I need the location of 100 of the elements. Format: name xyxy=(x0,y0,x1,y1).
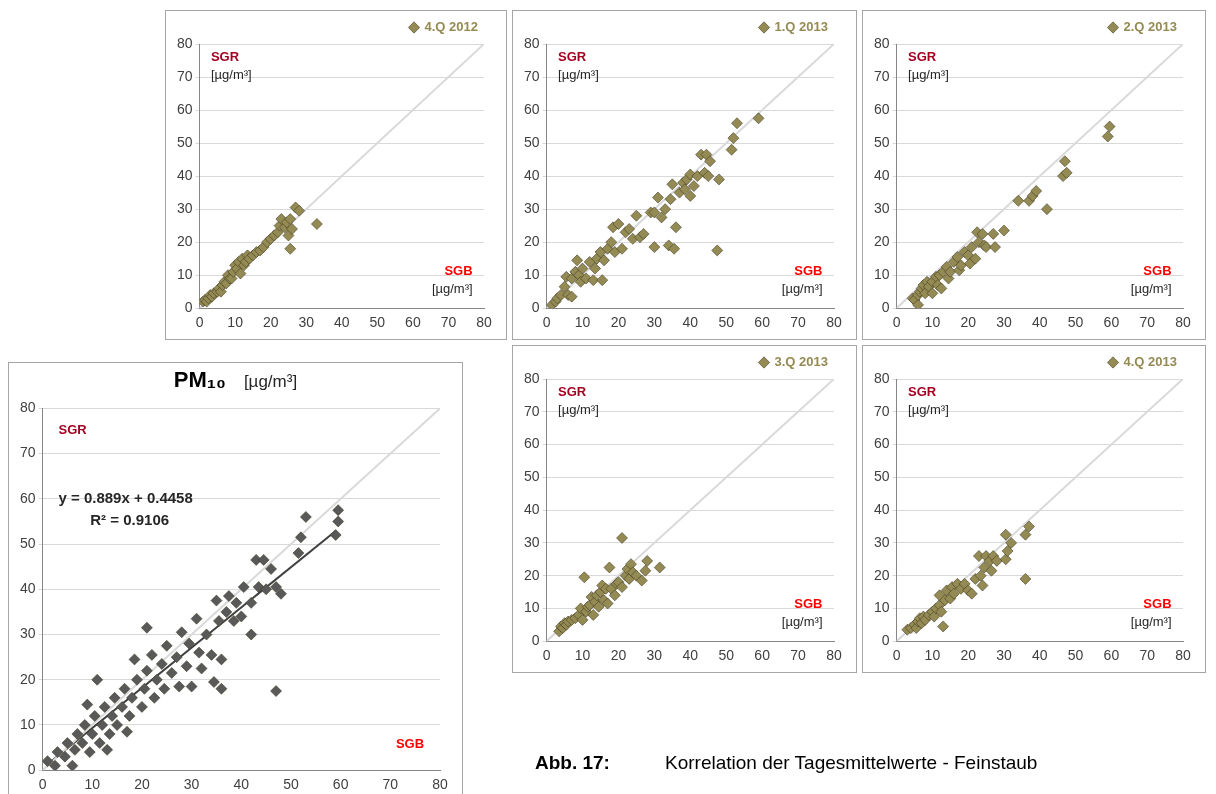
x-tick-label: 80 xyxy=(476,314,492,331)
annotation: SGB xyxy=(444,262,473,278)
y-tick-label: 70 xyxy=(873,402,890,419)
annotation: [µg/m³] xyxy=(1130,614,1172,630)
y-tick-label: 0 xyxy=(184,299,193,316)
y-tick-label: 30 xyxy=(176,199,193,216)
x-tick-label: 60 xyxy=(332,776,349,793)
y-tick-label: 0 xyxy=(27,761,36,778)
x-tick-label: 40 xyxy=(1032,647,1048,664)
y-tick-label: 50 xyxy=(873,468,890,485)
x-tick-label: 40 xyxy=(682,314,699,331)
y-tick-label: 10 xyxy=(873,599,890,616)
y-tick-label: 70 xyxy=(19,444,36,461)
y-tick-label: 60 xyxy=(873,435,890,452)
chart-title: PM₁₀ xyxy=(173,367,226,392)
annotation: SGR xyxy=(908,383,937,399)
y-tick-label: 60 xyxy=(176,100,193,117)
x-tick-label: 50 xyxy=(283,776,299,793)
y-tick-label: 10 xyxy=(523,266,540,283)
x-tick-label: 20 xyxy=(610,314,627,331)
x-tick-label: 10 xyxy=(227,314,244,331)
x-tick-label: 40 xyxy=(1032,314,1048,331)
annotation: SGB xyxy=(1143,596,1172,612)
x-tick-label: 20 xyxy=(610,647,627,664)
y-tick-label: 20 xyxy=(523,566,540,583)
y-tick-label: 50 xyxy=(523,468,540,485)
x-tick-label: 50 xyxy=(1067,647,1084,664)
x-tick-label: 30 xyxy=(646,314,663,331)
x-tick-label: 30 xyxy=(646,647,663,664)
x-tick-label: 70 xyxy=(440,314,457,331)
x-tick-label: 0 xyxy=(38,776,47,793)
caption: Abb. 17: xyxy=(535,752,610,774)
y-tick-label: 40 xyxy=(523,500,540,517)
x-tick-label: 80 xyxy=(826,647,842,664)
y-tick-label: 50 xyxy=(523,133,540,150)
y-tick-label: 60 xyxy=(523,100,540,117)
y-tick-label: 80 xyxy=(19,399,36,416)
y-tick-label: 70 xyxy=(873,67,890,84)
y-tick-label: 20 xyxy=(873,233,890,250)
annotation: [µg/m³] xyxy=(210,67,252,83)
x-tick-label: 60 xyxy=(754,314,771,331)
y-tick-label: 10 xyxy=(873,266,890,283)
y-tick-label: 40 xyxy=(873,500,890,517)
x-tick-label: 70 xyxy=(790,647,807,664)
y-tick-label: 0 xyxy=(881,632,890,649)
y-tick-label: 60 xyxy=(873,100,890,117)
legend-label: 2.Q 2013 xyxy=(1123,19,1178,35)
y-tick-label: 70 xyxy=(523,402,540,419)
y-tick-label: 0 xyxy=(531,632,540,649)
annotation: SGR xyxy=(210,48,240,64)
y-tick-label: 80 xyxy=(873,34,890,51)
y-tick-label: 20 xyxy=(873,566,890,583)
x-tick-label: 10 xyxy=(924,647,941,664)
y-tick-label: 60 xyxy=(19,489,36,506)
legend-label: 4.Q 2013 xyxy=(1123,354,1178,370)
y-tick-label: 80 xyxy=(523,34,540,51)
y-tick-label: 40 xyxy=(523,166,540,183)
x-tick-label: 10 xyxy=(84,776,101,793)
y-tick-label: 30 xyxy=(19,625,36,642)
x-tick-label: 10 xyxy=(924,314,941,331)
y-tick-label: 40 xyxy=(873,166,890,183)
annotation: [µg/m³] xyxy=(431,281,473,297)
x-tick-label: 20 xyxy=(960,647,977,664)
y-tick-label: 10 xyxy=(176,266,193,283)
x-tick-label: 70 xyxy=(1139,314,1156,331)
x-tick-label: 80 xyxy=(826,314,842,331)
x-tick-label: 40 xyxy=(334,314,350,331)
y-tick-label: 60 xyxy=(523,435,540,452)
annotation: [µg/m³] xyxy=(1130,281,1172,297)
y-tick-label: 40 xyxy=(19,580,36,597)
y-tick-label: 70 xyxy=(523,67,540,84)
y-tick-label: 80 xyxy=(176,34,193,51)
x-tick-label: 30 xyxy=(996,647,1012,664)
y-tick-label: 30 xyxy=(523,199,540,216)
annotation: SGB xyxy=(1143,262,1172,278)
x-tick-label: 0 xyxy=(892,314,901,331)
annotation: [µg/m³] xyxy=(908,402,949,418)
y-tick-label: 20 xyxy=(176,233,193,250)
y-tick-label: 20 xyxy=(523,233,540,250)
annotation: y = 0.889x + 0.4458 xyxy=(58,488,193,506)
y-tick-label: 70 xyxy=(176,67,193,84)
legend-label: 1.Q 2013 xyxy=(774,19,829,35)
x-tick-label: 60 xyxy=(1103,647,1120,664)
y-tick-label: 20 xyxy=(19,670,36,687)
y-tick-label: 80 xyxy=(873,369,890,386)
x-tick-label: 50 xyxy=(718,647,735,664)
x-tick-label: 0 xyxy=(195,314,204,331)
x-tick-label: 10 xyxy=(574,314,591,331)
x-tick-label: 20 xyxy=(960,314,977,331)
y-tick-label: 50 xyxy=(176,133,193,150)
x-tick-label: 50 xyxy=(718,314,735,331)
annotation: [µg/m³] xyxy=(781,281,823,297)
y-tick-label: 0 xyxy=(531,299,540,316)
x-tick-label: 0 xyxy=(892,647,901,664)
text: Korrelation der Tagesmittelwerte - Feinstaub xyxy=(665,752,1038,774)
x-tick-label: 60 xyxy=(405,314,421,331)
annotation: R² = 0.9106 xyxy=(90,510,170,528)
annotation: SGR xyxy=(558,383,587,399)
y-tick-label: 50 xyxy=(873,133,890,150)
x-tick-label: 50 xyxy=(369,314,386,331)
